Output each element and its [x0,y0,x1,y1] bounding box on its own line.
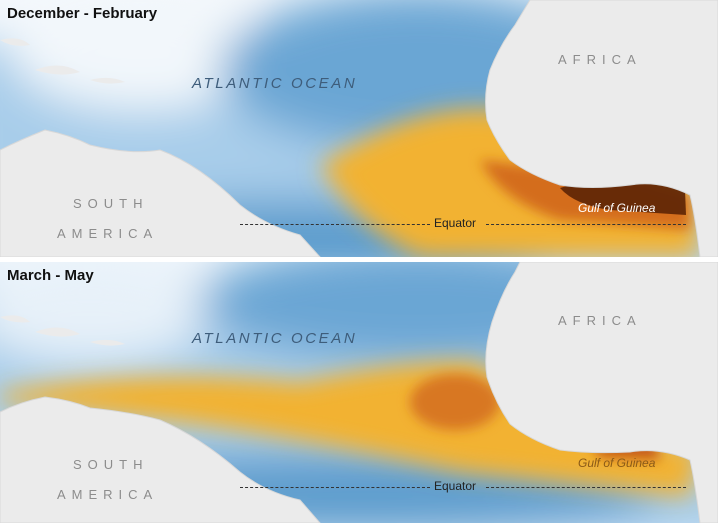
season-title: March - May [7,267,94,284]
africa-landmass [485,262,718,523]
map-graphic [0,0,718,257]
season-title: December - February [7,5,158,22]
equator-line-right [486,224,686,225]
continent-label-africa: AFRICA [558,313,642,328]
map-graphic [0,262,718,523]
gulf-of-guinea-label: Gulf of Guinea [578,456,656,470]
panel-divider [0,257,718,262]
continent-label-africa: AFRICA [558,52,642,67]
ocean-label: ATLANTIC OCEAN [192,330,358,347]
gulf-of-guinea-label: Gulf of Guinea [578,201,656,215]
map-panel-mar-may: March - May ATLANTIC OCEAN SOUTH AMERICA… [0,262,718,523]
equator-label: Equator [434,216,477,230]
south-america-landmass [0,396,321,523]
equator-line [240,224,430,225]
ocean-label: ATLANTIC OCEAN [192,75,358,92]
africa-landmass [485,0,718,257]
equator-line-right [486,487,686,488]
equator-label: Equator [434,479,477,493]
equator-line [240,487,430,488]
continent-label-south: SOUTH [73,196,149,211]
continent-label-america: AMERICA [57,487,159,502]
continent-label-south: SOUTH [73,457,149,472]
map-panel-dec-feb: December - February ATLANTIC OCEAN SOUTH… [0,0,718,257]
continent-label-america: AMERICA [57,226,159,241]
south-america-landmass [0,129,321,257]
